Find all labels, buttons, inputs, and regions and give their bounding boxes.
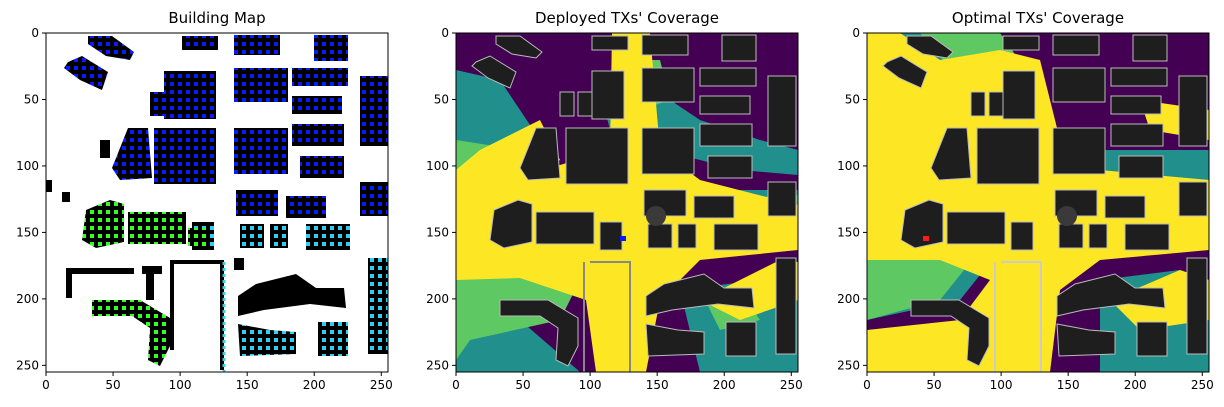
optimal-coverage-heatmap (867, 33, 1209, 372)
y-tick-label: 200 (16, 292, 39, 306)
panel-title: Optimal TXs' Coverage (952, 9, 1124, 27)
x-tick-label: 50 (515, 378, 530, 392)
y-tick-label: 150 (837, 225, 860, 239)
x-tick-label: 50 (926, 378, 941, 392)
x-tick-label: 100 (169, 378, 192, 392)
x-tick-label: 200 (303, 378, 326, 392)
x-tick-label: 150 (646, 378, 669, 392)
x-tick-label: 200 (713, 378, 736, 392)
panel-building-map: Building Map (16, 9, 393, 392)
x-tick-label: 250 (370, 378, 393, 392)
y-tick-label: 250 (837, 358, 860, 372)
y-tick-label: 50 (845, 92, 860, 106)
y-tick-label: 150 (426, 225, 449, 239)
axes-frame (866, 32, 1210, 373)
y-tick-label: 100 (16, 159, 39, 173)
x-tick-label: 100 (990, 378, 1013, 392)
y-tick-label: 200 (837, 292, 860, 306)
panel-title: Deployed TXs' Coverage (535, 9, 719, 27)
deployed-coverage-heatmap (456, 33, 798, 372)
y-tick-label: 200 (426, 292, 449, 306)
y-tick-label: 250 (426, 358, 449, 372)
y-tick-label: 250 (16, 358, 39, 372)
x-tick-label: 0 (452, 378, 460, 392)
y-tick-label: 50 (24, 92, 39, 106)
building-map-image (46, 33, 388, 372)
x-tick-label: 0 (863, 378, 871, 392)
y-tick-label: 150 (16, 225, 39, 239)
x-tick-label: 250 (1191, 378, 1214, 392)
x-tick-label: 250 (780, 378, 803, 392)
tx-marker (620, 236, 626, 241)
y-tick-label: 0 (852, 26, 860, 40)
y-tick-label: 100 (426, 159, 449, 173)
y-tick-label: 100 (837, 159, 860, 173)
tx-marker (923, 236, 929, 241)
y-tick-label: 0 (441, 26, 449, 40)
panel-optimal-coverage: Optimal TXs' Coverage (837, 9, 1214, 392)
x-tick-label: 150 (236, 378, 259, 392)
y-tick-label: 50 (434, 92, 449, 106)
x-tick-label: 50 (105, 378, 120, 392)
x-tick-label: 0 (42, 378, 50, 392)
axes-frame (455, 32, 799, 373)
x-tick-label: 150 (1057, 378, 1080, 392)
panel-deployed-coverage: Deployed TXs' Coverage (426, 9, 803, 392)
panel-title: Building Map (168, 9, 265, 27)
x-tick-label: 200 (1124, 378, 1147, 392)
x-tick-label: 100 (579, 378, 602, 392)
axes-frame (45, 32, 389, 373)
y-tick-label: 0 (31, 26, 39, 40)
